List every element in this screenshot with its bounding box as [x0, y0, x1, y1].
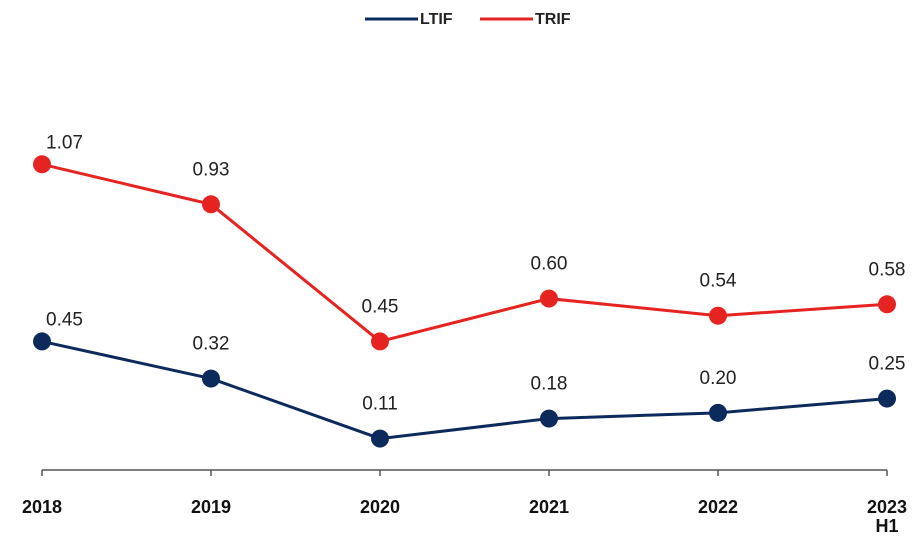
data-point: [540, 289, 558, 308]
data-point: [202, 369, 220, 388]
data-label: 0.25: [869, 354, 906, 375]
data-point: [202, 195, 220, 214]
data-point: [371, 429, 389, 448]
x-tick-label: 2022: [697, 497, 739, 517]
data-point: [878, 295, 896, 314]
data-label: 0.45: [362, 296, 399, 317]
series-line: [41, 339, 888, 441]
data-label: 0.60: [531, 254, 568, 275]
x-tick-label: 2023 H1: [866, 497, 908, 536]
data-point: [33, 155, 51, 174]
data-label: 0.54: [700, 271, 737, 292]
x-tick-label: 2018: [21, 497, 63, 517]
legend-label: LTIF: [420, 11, 453, 28]
data-label: 0.18: [531, 374, 568, 395]
data-label: 1.07: [46, 132, 83, 153]
data-label: 0.93: [193, 159, 230, 180]
data-point: [540, 409, 558, 428]
data-label: 0.11: [362, 394, 398, 415]
data-label: 0.32: [193, 334, 230, 355]
data-label: 0.58: [869, 259, 906, 280]
data-point: [878, 389, 896, 408]
data-label: 0.20: [700, 368, 737, 389]
x-tick-label: 2021: [528, 497, 570, 517]
data-point: [371, 332, 389, 351]
x-tick-label: 2020: [359, 497, 401, 517]
data-point: [33, 332, 51, 351]
series-line: [41, 162, 888, 344]
data-point: [709, 306, 727, 325]
data-point: [709, 403, 727, 422]
data-label: 0.45: [46, 309, 83, 330]
legend-label: TRIF: [535, 11, 571, 28]
x-tick-label: 2019: [190, 497, 232, 517]
